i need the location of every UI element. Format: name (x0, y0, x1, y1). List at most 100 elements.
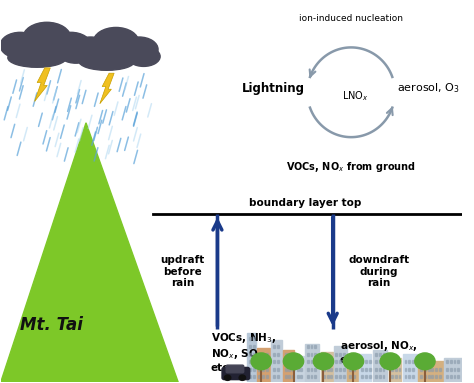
Bar (403, 354, 417, 382)
Bar (343, 352, 345, 355)
Bar (361, 368, 363, 371)
Bar (424, 375, 426, 378)
Bar (353, 368, 355, 371)
Bar (283, 350, 294, 382)
Bar (330, 360, 332, 363)
Bar (450, 368, 452, 371)
Bar (399, 375, 401, 378)
Bar (273, 360, 275, 363)
Bar (249, 337, 251, 340)
Bar (395, 368, 397, 371)
Ellipse shape (51, 32, 91, 58)
Circle shape (415, 353, 435, 370)
Bar (327, 375, 328, 378)
Bar (305, 344, 319, 382)
Bar (408, 360, 410, 363)
Bar (289, 375, 290, 378)
Bar (343, 360, 345, 363)
Bar (310, 368, 312, 371)
Bar (444, 357, 462, 382)
Text: updraft
before
rain: updraft before rain (161, 255, 205, 288)
Bar (310, 360, 312, 363)
Bar (285, 375, 287, 378)
Circle shape (313, 353, 334, 370)
Bar (439, 368, 441, 371)
Bar (375, 375, 377, 378)
Bar (249, 352, 251, 355)
Bar (249, 345, 251, 348)
Bar (408, 375, 410, 378)
Bar (431, 368, 433, 371)
Bar (323, 368, 325, 371)
Bar (359, 354, 371, 382)
Bar (428, 375, 429, 378)
Text: VOCs, NO$_x$ from ground: VOCs, NO$_x$ from ground (286, 160, 416, 174)
Bar (285, 352, 287, 355)
Bar (253, 345, 255, 348)
FancyBboxPatch shape (226, 365, 244, 373)
Bar (266, 360, 268, 363)
Bar (336, 368, 337, 371)
Circle shape (251, 353, 272, 370)
Bar (253, 337, 255, 340)
Bar (273, 352, 275, 355)
Bar (307, 360, 309, 363)
Bar (446, 360, 448, 363)
Bar (365, 368, 367, 371)
Ellipse shape (79, 52, 135, 70)
Circle shape (283, 353, 304, 370)
Bar (273, 375, 275, 378)
Bar (249, 368, 251, 371)
Circle shape (239, 375, 246, 380)
Bar (277, 345, 279, 348)
Bar (439, 375, 441, 378)
Bar (435, 375, 437, 378)
Bar (292, 375, 294, 378)
Bar (412, 368, 414, 371)
Bar (285, 360, 287, 363)
Bar (383, 352, 384, 355)
Bar (301, 375, 302, 378)
Bar (295, 355, 304, 382)
Ellipse shape (127, 47, 160, 66)
Bar (379, 368, 381, 371)
Bar (314, 345, 316, 348)
Bar (272, 340, 282, 382)
Bar (314, 352, 316, 355)
Polygon shape (100, 73, 114, 104)
Bar (330, 368, 332, 371)
Bar (379, 360, 381, 363)
Text: downdraft
during
rain: downdraft during rain (348, 255, 410, 288)
Bar (253, 368, 255, 371)
Bar (258, 375, 260, 378)
Bar (297, 360, 299, 363)
Bar (289, 368, 290, 371)
Bar (399, 368, 401, 371)
Bar (323, 360, 325, 363)
Bar (310, 375, 312, 378)
Bar (369, 360, 371, 363)
Bar (369, 368, 371, 371)
Bar (446, 368, 448, 371)
Bar (419, 361, 444, 382)
Bar (412, 360, 414, 363)
Bar (277, 375, 279, 378)
Bar (307, 345, 309, 348)
Bar (428, 368, 429, 371)
Bar (253, 352, 255, 355)
Bar (262, 360, 264, 363)
Bar (369, 375, 371, 378)
Bar (412, 375, 414, 378)
Bar (307, 375, 309, 378)
Bar (292, 360, 294, 363)
Bar (361, 360, 363, 363)
Bar (431, 375, 433, 378)
Bar (277, 368, 279, 371)
Text: LNO$_x$: LNO$_x$ (343, 89, 369, 103)
Bar (454, 375, 456, 378)
Ellipse shape (0, 32, 40, 58)
Bar (457, 375, 459, 378)
Bar (262, 352, 264, 355)
Bar (301, 360, 302, 363)
Bar (379, 352, 381, 355)
